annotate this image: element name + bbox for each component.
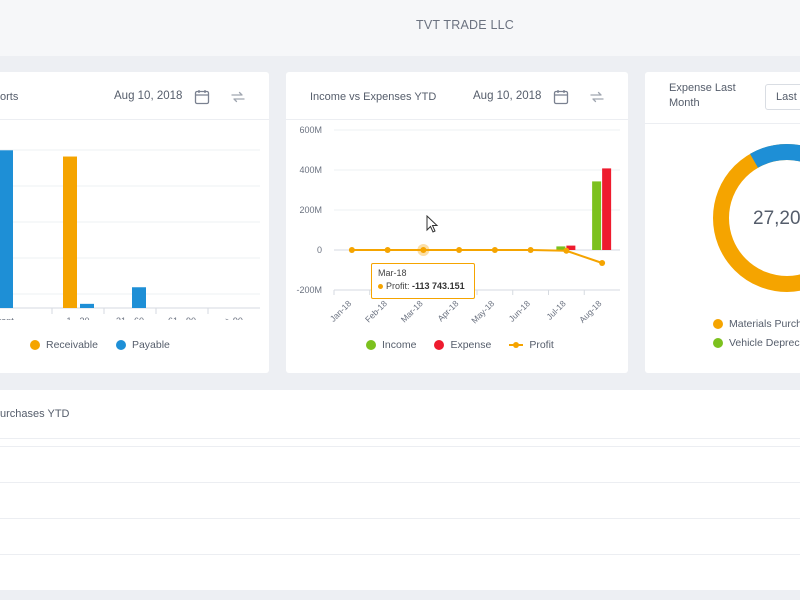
legend-receivable-label: Receivable [46,339,98,351]
legend-payable-label: Payable [131,339,170,351]
aging-card-title: orts [0,91,19,103]
x-tick-label: Jan-18 [328,298,354,324]
profit-line [351,249,603,264]
y-tick-label: 600M [299,125,322,135]
x-tick-label: Aug-18 [577,298,604,325]
bar-expense [602,168,612,250]
profit-point [420,247,427,254]
profit-swatch [509,342,524,348]
x-tick-label: Apr-18 [435,298,460,323]
tooltip-label: Mar-18 [378,268,407,278]
legend-profit-label: Profit [529,339,554,351]
bar-payable [132,287,146,308]
income-swatch [366,340,376,350]
mouse-cursor-icon [426,215,439,233]
table-divider [0,438,800,439]
calendar-icon[interactable] [193,88,211,106]
aging-card-header: orts Aug 10, 2018 [0,72,269,120]
table-divider [0,518,800,519]
chart-tooltip: Mar-18 Profit: -113 743.151 [371,263,475,299]
profit-point [599,260,606,266]
x-tick-label: Feb-18 [363,298,389,324]
table-divider [0,446,800,447]
y-tick-label: 0 [317,245,322,255]
aging-card: orts Aug 10, 2018 rent 1 - 30 31 - 60 61 - … [0,72,269,373]
legend-income-label: Income [382,339,417,351]
x-tick-label: Jun-18 [507,298,533,324]
payable-swatch [115,340,126,350]
legend-income[interactable]: Income [366,339,416,351]
y-tick-label: 200M [299,205,322,215]
profit-point [527,247,534,253]
y-tick-label: 400M [299,165,322,175]
company-name: TVT TRADE LLC [416,18,514,32]
x-tick-label: Mar-18 [399,298,425,324]
legend-profit[interactable]: Profit [509,339,554,351]
x-tick-label: rent [0,316,14,320]
bar-expense [566,245,576,250]
income-legend: Income Expense Profit [366,339,572,351]
expense-last-month-card: Expense Last Month 27,20 Materials Purch… [645,72,800,373]
calendar-icon[interactable] [552,88,570,106]
profit-point [563,247,570,254]
profit-point [384,247,391,253]
aging-card-date[interactable]: Aug 10, 2018 [114,90,183,102]
tooltip-dot [378,284,383,290]
bar-receivable [63,156,77,308]
top-bar: TVT TRADE LLC [0,0,800,56]
tooltip-value: -113 743.151 [412,281,465,291]
x-tick-label: 61 - 90 [168,316,196,320]
legend-receivable[interactable]: Receivable [30,339,98,351]
expense-donut-chart [713,144,800,292]
expense-legend-1[interactable]: Materials Purch [713,318,800,330]
profit-point [456,247,463,253]
tooltip-row: Profit: -113 743.151 [378,281,468,291]
expense-card-title-line1: Expense Last [669,82,736,94]
donut-segment-other [713,144,800,292]
legend-materials-label: Materials Purch [729,318,800,330]
period-select[interactable]: Last [765,84,800,110]
aging-legend: Receivable Payable [30,339,188,351]
legend-payable[interactable]: Payable [115,339,170,351]
expense-legend-2[interactable]: Vehicle Deprec [713,337,800,349]
refresh-icon[interactable] [229,88,247,106]
purchases-card-title: urchases YTD [0,408,70,420]
expense-swatch [434,340,445,350]
refresh-icon[interactable] [588,88,606,106]
x-tick-label: Jul-18 [544,298,568,322]
aging-bar-chart: rent 1 - 30 31 - 60 61 - 90 > 90 [0,149,260,320]
table-divider [0,554,800,555]
x-tick-label: May-18 [469,298,496,325]
bar-payable [0,150,13,308]
income-card-date[interactable]: Aug 10, 2018 [473,90,542,102]
bar-income [556,246,566,250]
income-card-title: Income vs Expenses YTD [310,91,437,103]
materials-swatch [713,319,723,329]
income-expenses-card: Income vs Expenses YTD Aug 10, 2018 600M… [286,72,628,373]
tooltip-series: Profit: [386,281,410,291]
expense-card-header: Expense Last Month [645,72,800,124]
x-tick-label: 31 - 60 [116,316,144,320]
table-divider [0,482,800,483]
profit-point [491,247,498,253]
donut-center-value: 27,20 [753,208,800,229]
vehicle-swatch [713,338,723,348]
legend-vehicle-label: Vehicle Deprec [729,337,800,349]
income-card-header: Income vs Expenses YTD Aug 10, 2018 [286,72,628,120]
y-tick-label: -200M [296,285,322,295]
receivable-swatch [30,340,40,350]
bar-payable [80,303,94,308]
x-tick-label: 1 - 30 [66,316,89,320]
profit-point [348,247,355,253]
purchases-ytd-card: urchases YTD [0,390,800,590]
bar-income [592,181,602,250]
expense-card-title-line2: Month [669,97,700,109]
legend-expense-label: Expense [450,339,492,351]
legend-expense[interactable]: Expense [434,339,491,351]
x-tick-label: > 90 [225,316,243,320]
